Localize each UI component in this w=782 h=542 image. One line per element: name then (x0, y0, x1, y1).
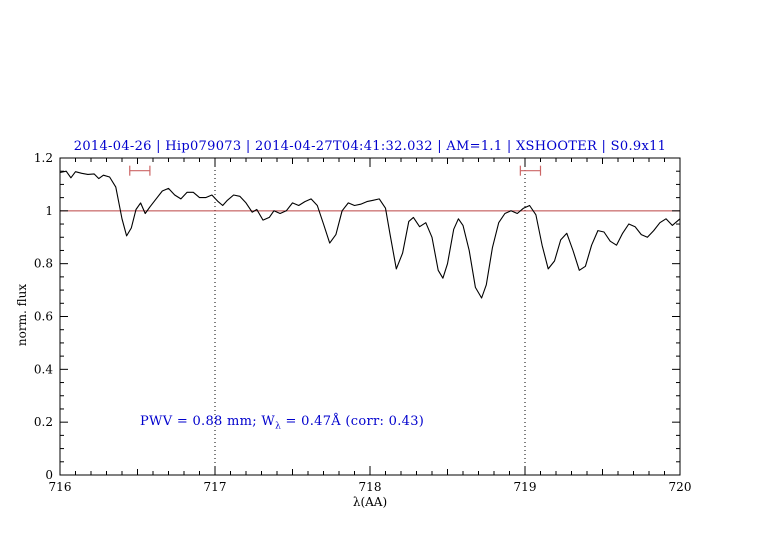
annotation-prefix: PWV = 0.88 mm; W (140, 414, 276, 429)
x-axis-label: λ(AA) (352, 495, 388, 509)
svg-text:0.6: 0.6 (34, 310, 53, 324)
svg-text:1: 1 (45, 204, 53, 218)
pwv-annotation: PWV = 0.88 mm; Wλ = 0.47Å (corr: 0.43) (140, 414, 424, 432)
annotation-lambda-subscript: λ (275, 421, 282, 432)
plot-title: 2014-04-26 | Hip079073 | 2014-04-27T04:4… (73, 139, 667, 154)
y-axis-label: norm. flux (15, 283, 29, 347)
svg-text:0.2: 0.2 (34, 415, 53, 429)
annotation-suffix: = 0.47Å (corr: 0.43) (281, 414, 425, 429)
svg-text:1.2: 1.2 (34, 151, 53, 165)
svg-text:718: 718 (359, 480, 382, 494)
svg-text:0.8: 0.8 (34, 257, 53, 271)
svg-text:0: 0 (45, 468, 53, 482)
svg-text:717: 717 (204, 480, 227, 494)
svg-text:719: 719 (514, 480, 537, 494)
svg-text:0.4: 0.4 (34, 362, 53, 376)
svg-text:716: 716 (49, 480, 72, 494)
svg-text:720: 720 (669, 480, 692, 494)
